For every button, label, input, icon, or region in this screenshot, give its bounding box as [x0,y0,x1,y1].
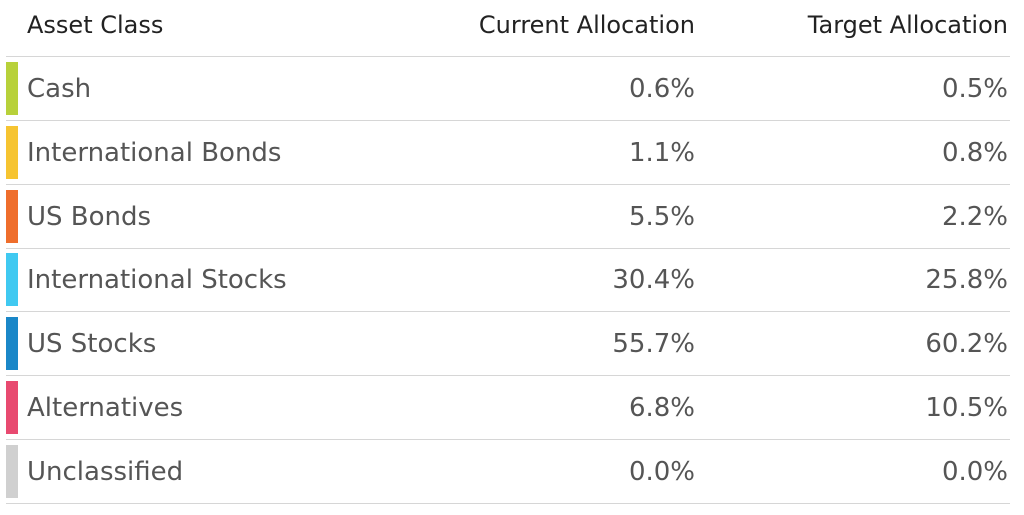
current-allocation: 0.0% [628,456,695,487]
table-row: International Stocks 30.4% 25.8% [6,248,1010,313]
header-divider [6,56,1010,57]
header-current: Current Allocation [478,11,695,39]
target-allocation: 0.5% [941,74,1008,104]
table-row: International Bonds 1.1% 0.8% [6,121,1010,185]
color-swatch [6,381,18,434]
asset-name: International Bonds [27,137,282,168]
color-swatch [6,125,18,179]
target-allocation: 0.8% [941,137,1008,168]
table-row: US Stocks 55.7% 60.2% [6,312,1010,377]
color-swatch [6,317,18,371]
color-swatch [6,444,18,498]
target-allocation: 0.0% [941,456,1008,487]
target-allocation: 60.2% [925,329,1008,360]
current-allocation: 55.7% [612,329,695,360]
table-row: US Bonds 5.5% 2.2% [6,185,1010,249]
current-allocation: 5.5% [628,201,695,232]
target-allocation: 2.2% [941,201,1008,232]
current-allocation: 6.8% [628,393,695,423]
current-allocation: 1.1% [628,137,695,168]
asset-name: International Stocks [27,265,287,296]
current-allocation: 30.4% [612,265,695,296]
table-row: Cash 0.6% 0.5% [6,57,1010,121]
color-swatch [6,189,18,243]
target-allocation: 10.5% [925,393,1008,423]
asset-name: Cash [27,74,92,104]
color-swatch [6,253,18,307]
table-row: Unclassified 0.0% 0.0% [6,440,1010,504]
color-swatch [6,62,18,115]
header-target: Target Allocation [807,11,1008,39]
target-allocation: 25.8% [925,265,1008,296]
asset-name: US Stocks [27,329,157,360]
asset-name: US Bonds [27,201,152,232]
asset-name: Unclassified [27,456,184,487]
table-row: Alternatives 6.8% 10.5% [6,376,1010,440]
current-allocation: 0.6% [628,74,695,104]
header-asset-class: Asset Class [27,11,164,39]
asset-name: Alternatives [27,393,184,423]
